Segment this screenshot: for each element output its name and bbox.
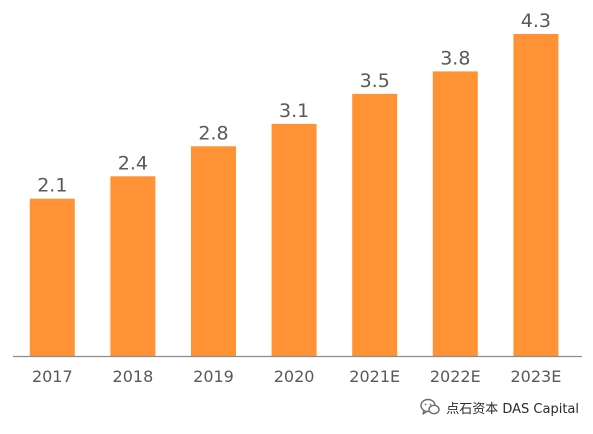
x-tick-label-2023E: 2023E [510, 367, 561, 386]
bar-2019 [191, 146, 236, 356]
bars-group [29, 34, 559, 357]
x-tick-label-2022E: 2022E [430, 367, 481, 386]
watermark-text: 点石资本 DAS Capital [446, 401, 579, 417]
watermark: 点石资本 DAS Capital [420, 396, 579, 418]
x-tick-labels-group: 2017 2018 2019 2020 2021E 2022E 2023E [32, 367, 561, 386]
value-labels-group: 2.1 2.4 2.8 3.1 3.5 3.8 4.3 [37, 10, 551, 197]
wechat-icon [420, 398, 440, 415]
x-tick-label-2019: 2019 [193, 367, 234, 386]
bar-2018 [110, 176, 156, 356]
bar-2023E [513, 34, 559, 356]
bar-2021E [352, 93, 398, 357]
value-label-2021E: 3.5 [360, 70, 390, 92]
x-tick-label-2018: 2018 [113, 367, 154, 386]
x-tick-label-2017: 2017 [32, 367, 73, 386]
value-label-2019: 2.8 [198, 122, 228, 144]
bar-2022E [432, 71, 478, 357]
value-label-2023E: 4.3 [521, 10, 551, 32]
value-label-2017: 2.1 [37, 175, 67, 197]
x-tick-label-2021E: 2021E [349, 367, 400, 386]
value-label-2022E: 3.8 [440, 47, 470, 69]
value-label-2018: 2.4 [118, 152, 148, 174]
x-tick-label-2020: 2020 [274, 367, 315, 386]
bar-2020 [271, 123, 317, 357]
bar-2017 [29, 198, 75, 356]
value-label-2020: 3.1 [279, 100, 309, 122]
